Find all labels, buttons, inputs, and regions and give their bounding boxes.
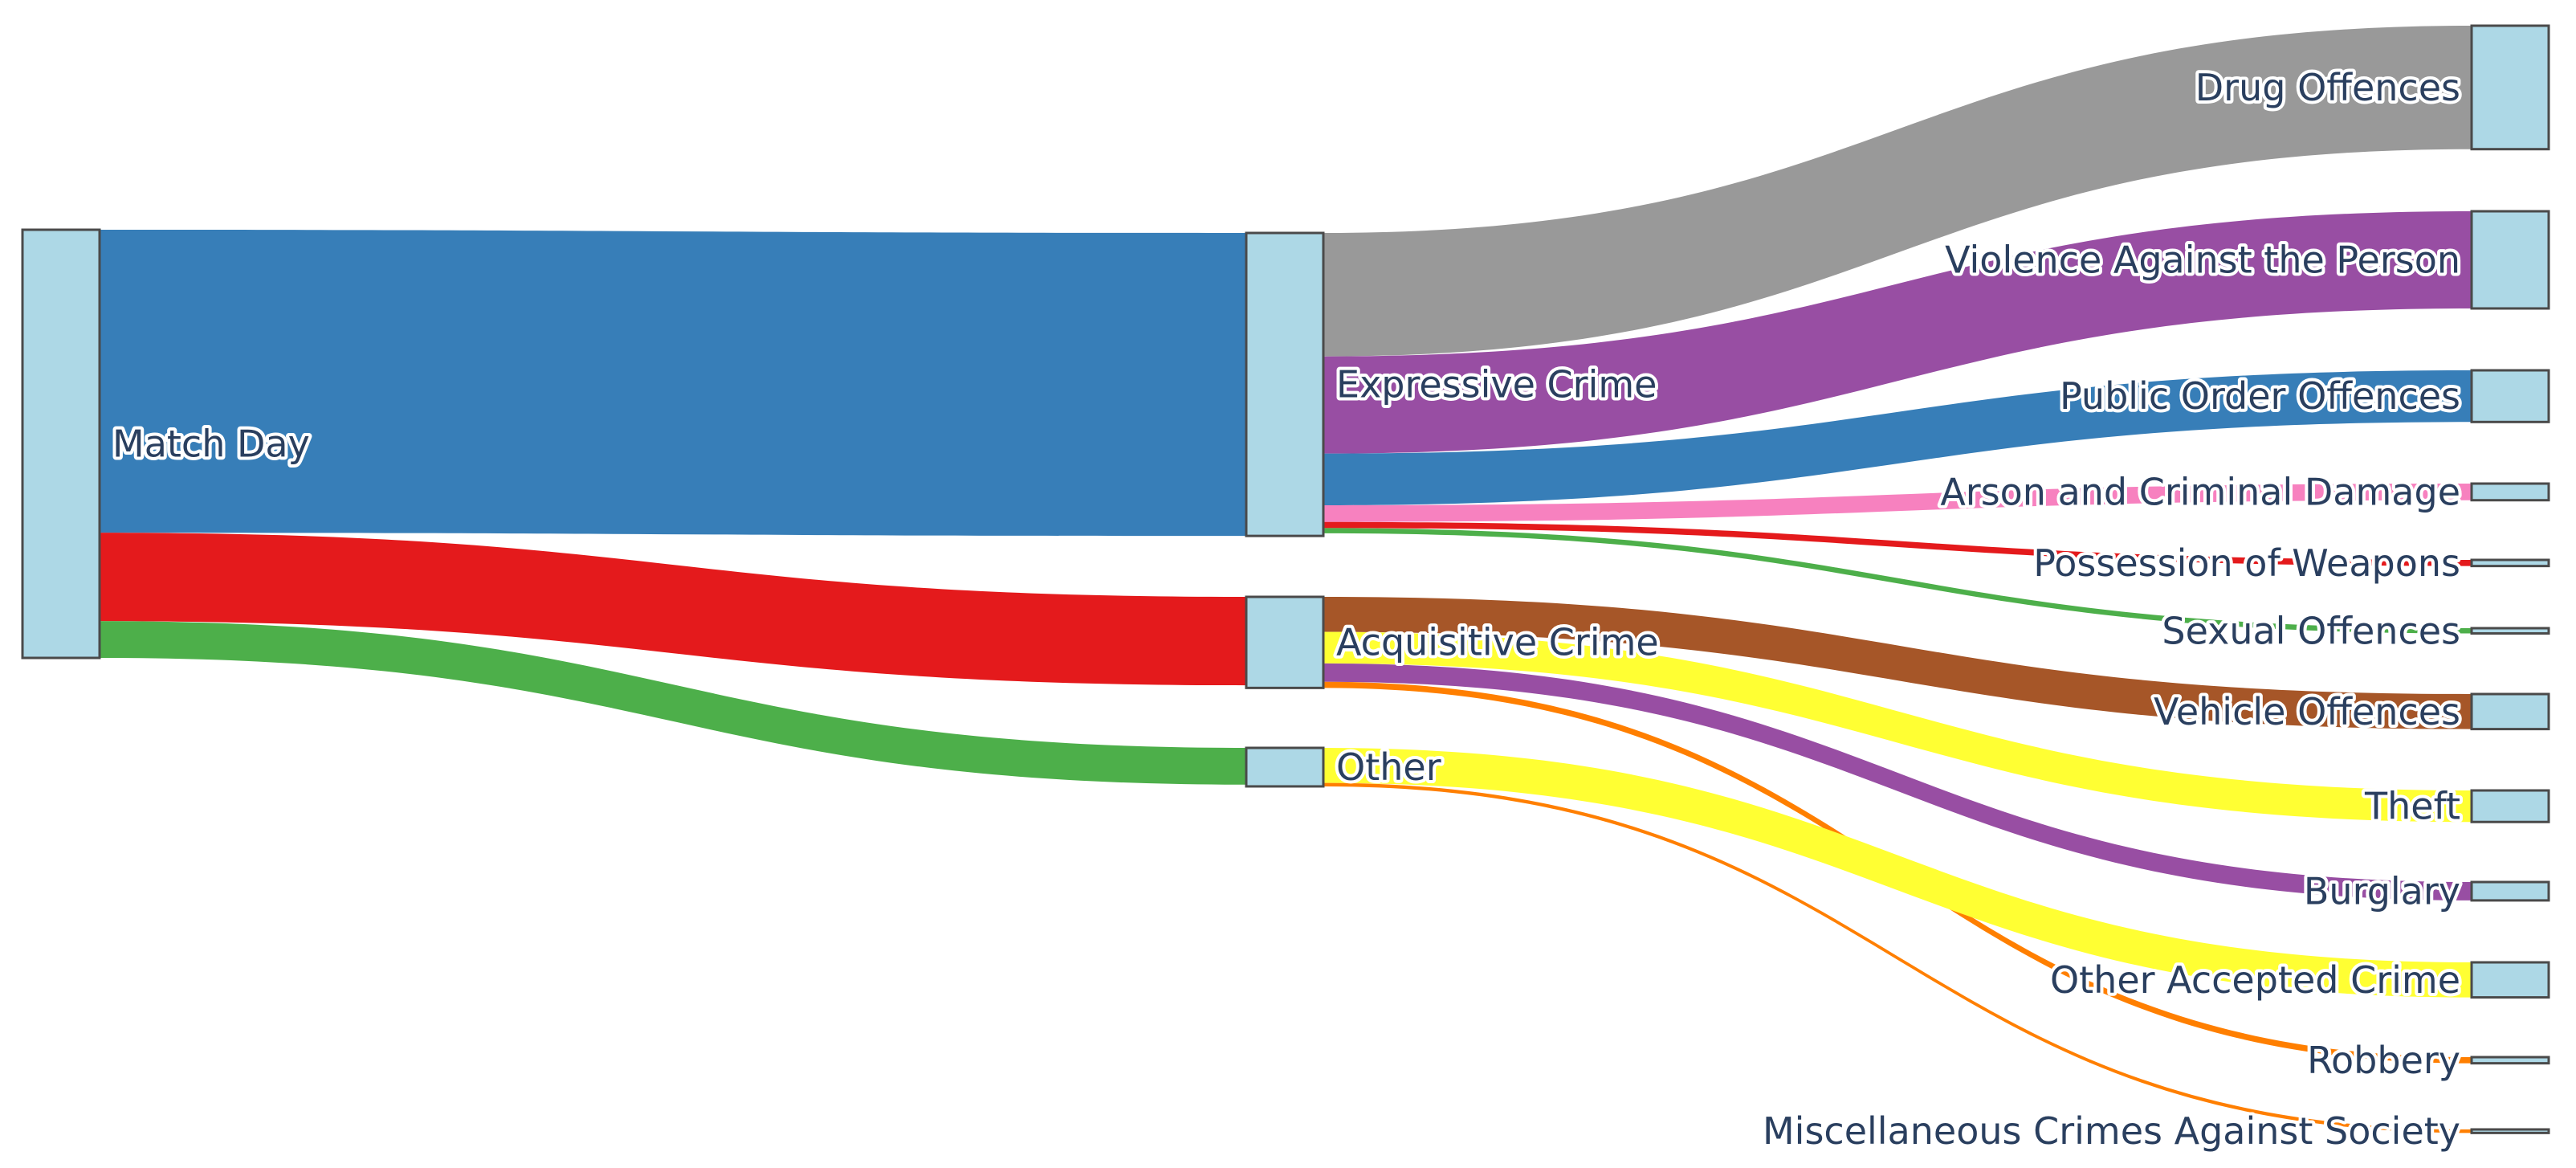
node-robbery[interactable] [2470,1056,2550,1065]
node-violence[interactable] [2470,210,2550,310]
link-match_day-to-acquisitive[interactable] [100,533,1246,686]
link-expressive-to-public_order[interactable] [1323,370,2472,505]
node-label-match_day: Match Day [112,423,310,466]
node-label-drug: Drug Offences [2195,66,2460,109]
node-label-vehicle: Vehicle Offences [2154,690,2460,733]
node-label-expressive: Expressive Crime [1336,363,1657,406]
node-label-arson: Arson and Criminal Damage [1940,470,2460,513]
node-label-weapons: Possession of Weapons [2033,541,2460,585]
link-acquisitive-to-burglary[interactable] [1323,663,2472,901]
node-drug[interactable] [2470,24,2550,151]
link-acquisitive-to-vehicle[interactable] [1323,597,2472,729]
node-burglary[interactable] [2470,880,2550,902]
node-arson[interactable] [2470,482,2550,502]
nodes-layer [21,24,2550,1134]
link-acquisitive-to-theft[interactable] [1323,631,2472,823]
node-sexual[interactable] [2470,627,2550,635]
link-other-to-misc[interactable] [1323,782,2472,1133]
link-expressive-to-drug[interactable] [1323,26,2472,357]
node-match_day[interactable] [21,228,101,660]
node-label-theft: Theft [2364,785,2460,828]
node-theft[interactable] [2470,789,2550,823]
link-expressive-to-violence[interactable] [1323,211,2472,454]
links-layer [100,26,2472,1133]
link-other-to-other_accepted[interactable] [1323,748,2472,998]
node-other[interactable] [1245,746,1325,788]
link-expressive-to-arson[interactable] [1323,484,2472,522]
node-label-misc: Miscellaneous Crimes Against Society [1763,1109,2460,1153]
node-label-public_order: Public Order Offences [2060,374,2460,418]
node-vehicle[interactable] [2470,692,2550,731]
link-expressive-to-weapons[interactable] [1323,521,2472,566]
node-label-sexual: Sexual Offences [2162,609,2460,652]
node-label-other: Other [1336,745,1441,789]
node-label-robbery: Robbery [2307,1039,2460,1082]
node-label-other_accepted: Other Accepted Crime [2050,958,2460,1002]
link-expressive-to-sexual[interactable] [1323,528,2472,634]
link-match_day-to-other[interactable] [100,621,1246,785]
link-match_day-to-expressive[interactable] [100,230,1246,537]
node-label-acquisitive: Acquisitive Crime [1336,621,1659,664]
node-public_order[interactable] [2470,369,2550,423]
node-misc[interactable] [2470,1128,2550,1134]
node-expressive[interactable] [1245,231,1325,537]
node-label-burglary: Burglary [2304,869,2460,913]
node-weapons[interactable] [2470,558,2550,568]
node-label-violence: Violence Against the Person [1945,238,2460,281]
labels-layer: Match Day Expressive Crime Acquisitive Cri… [109,63,2464,1156]
node-other_accepted[interactable] [2470,961,2550,999]
node-acquisitive[interactable] [1245,595,1325,689]
